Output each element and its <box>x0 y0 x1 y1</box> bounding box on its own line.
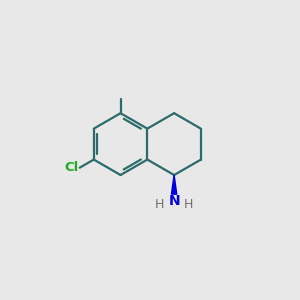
Text: H: H <box>184 198 193 211</box>
Text: H: H <box>155 198 164 211</box>
Text: N: N <box>168 194 180 208</box>
Text: Cl: Cl <box>64 161 78 174</box>
Polygon shape <box>172 175 177 194</box>
